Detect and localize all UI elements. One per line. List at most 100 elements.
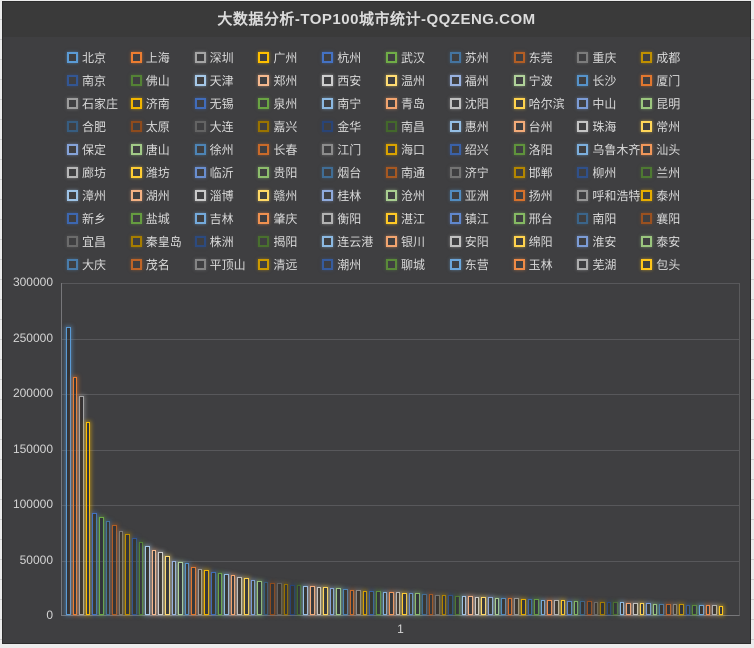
legend-item[interactable]: 重庆 xyxy=(577,46,641,69)
bar[interactable] xyxy=(270,582,275,615)
legend-item[interactable]: 太原 xyxy=(130,115,195,138)
legend-item[interactable]: 玉林 xyxy=(513,253,578,276)
legend-item[interactable]: 亚洲 xyxy=(449,184,514,207)
legend-item[interactable]: 赣州 xyxy=(258,184,322,207)
bar[interactable] xyxy=(705,605,711,615)
bar[interactable] xyxy=(184,563,190,615)
bar[interactable] xyxy=(468,596,473,615)
legend-item[interactable]: 宁波 xyxy=(513,69,578,92)
legend-item[interactable]: 湖州 xyxy=(130,184,195,207)
bar[interactable] xyxy=(309,586,315,615)
legend-item[interactable]: 佛山 xyxy=(130,69,195,92)
bar[interactable] xyxy=(613,602,618,615)
legend-item[interactable]: 桂林 xyxy=(322,184,386,207)
bar[interactable] xyxy=(296,585,302,615)
legend-item[interactable]: 镇江 xyxy=(449,207,514,230)
bar[interactable] xyxy=(540,599,546,615)
bar[interactable] xyxy=(639,603,645,615)
legend-item[interactable]: 潮州 xyxy=(322,253,386,276)
bar[interactable] xyxy=(441,594,447,615)
bar[interactable] xyxy=(145,546,150,615)
bar[interactable] xyxy=(415,593,421,615)
bar[interactable] xyxy=(336,588,341,615)
bar[interactable] xyxy=(217,572,223,615)
bar[interactable] xyxy=(316,586,322,615)
legend-item[interactable]: 长春 xyxy=(258,138,322,161)
legend-item[interactable]: 泰安 xyxy=(641,230,705,253)
legend-item[interactable]: 肇庆 xyxy=(258,207,322,230)
legend-item[interactable]: 无锡 xyxy=(194,92,259,115)
bar[interactable] xyxy=(408,593,414,615)
legend-item[interactable]: 大庆 xyxy=(67,253,131,276)
legend-item[interactable]: 临沂 xyxy=(194,161,259,184)
legend-item[interactable]: 揭阳 xyxy=(258,230,322,253)
legend-item[interactable]: 沈阳 xyxy=(449,92,514,115)
bar[interactable] xyxy=(131,537,137,615)
legend-item[interactable]: 厦门 xyxy=(641,69,705,92)
legend-item[interactable]: 株洲 xyxy=(194,230,259,253)
legend-item[interactable]: 西安 xyxy=(322,69,386,92)
bar[interactable] xyxy=(520,598,526,615)
bar[interactable] xyxy=(553,600,559,615)
legend-item[interactable]: 昆明 xyxy=(641,92,705,115)
legend-item[interactable]: 南宁 xyxy=(322,92,386,115)
legend-item[interactable]: 包头 xyxy=(641,253,705,276)
legend-item[interactable]: 兰州 xyxy=(641,161,705,184)
legend-item[interactable]: 柳州 xyxy=(577,161,641,184)
bar[interactable] xyxy=(580,601,585,615)
bar[interactable] xyxy=(237,577,243,615)
legend-item[interactable]: 大连 xyxy=(194,115,259,138)
legend-item[interactable]: 平顶山 xyxy=(194,253,259,276)
legend-item[interactable]: 聊城 xyxy=(385,253,450,276)
legend-item[interactable]: 廊坊 xyxy=(67,161,131,184)
bar[interactable] xyxy=(178,561,183,615)
bar[interactable] xyxy=(257,581,262,615)
bar[interactable] xyxy=(560,600,566,615)
legend-item[interactable]: 襄阳 xyxy=(641,207,705,230)
legend-item[interactable]: 济南 xyxy=(130,92,195,115)
legend-item[interactable]: 秦皇岛 xyxy=(130,230,195,253)
legend-item[interactable]: 泉州 xyxy=(258,92,322,115)
bar[interactable] xyxy=(112,525,117,615)
bar[interactable] xyxy=(342,589,348,615)
bar[interactable] xyxy=(151,549,157,615)
bar[interactable] xyxy=(164,556,170,615)
legend-item[interactable]: 连云港 xyxy=(322,230,386,253)
bar[interactable] xyxy=(685,604,691,615)
bar[interactable] xyxy=(329,587,335,615)
bar[interactable] xyxy=(118,530,124,615)
legend-item[interactable]: 保定 xyxy=(67,138,131,161)
legend-item[interactable]: 淮安 xyxy=(577,230,641,253)
bar[interactable] xyxy=(105,520,111,615)
bar[interactable] xyxy=(98,516,104,615)
bar[interactable] xyxy=(66,327,71,615)
bar[interactable] xyxy=(633,602,638,615)
legend-item[interactable]: 北京 xyxy=(67,46,131,69)
bar[interactable] xyxy=(369,590,374,615)
bar[interactable] xyxy=(250,580,256,615)
legend-item[interactable]: 上海 xyxy=(130,46,195,69)
legend-item[interactable]: 洛阳 xyxy=(513,138,578,161)
legend-item[interactable]: 徐州 xyxy=(194,138,259,161)
bar[interactable] xyxy=(448,595,454,615)
bar[interactable] xyxy=(402,592,407,615)
bar[interactable] xyxy=(92,513,97,615)
bar[interactable] xyxy=(712,605,717,615)
bar[interactable] xyxy=(692,604,697,615)
bar[interactable] xyxy=(290,584,295,615)
bar[interactable] xyxy=(455,595,460,615)
legend-item[interactable]: 汕头 xyxy=(641,138,705,161)
bar[interactable] xyxy=(428,594,434,615)
legend-item[interactable]: 海口 xyxy=(385,138,450,161)
legend-item[interactable]: 苏州 xyxy=(449,46,514,69)
legend-item[interactable]: 芜湖 xyxy=(577,253,641,276)
legend-item[interactable]: 东莞 xyxy=(513,46,578,69)
bar[interactable] xyxy=(593,601,599,615)
legend-item[interactable]: 温州 xyxy=(385,69,450,92)
bar[interactable] xyxy=(666,603,671,615)
legend-item[interactable]: 邢台 xyxy=(513,207,578,230)
legend-item[interactable]: 台州 xyxy=(513,115,578,138)
legend-item[interactable]: 漳州 xyxy=(67,184,131,207)
legend-item[interactable]: 南京 xyxy=(67,69,131,92)
legend-item[interactable]: 唐山 xyxy=(130,138,195,161)
